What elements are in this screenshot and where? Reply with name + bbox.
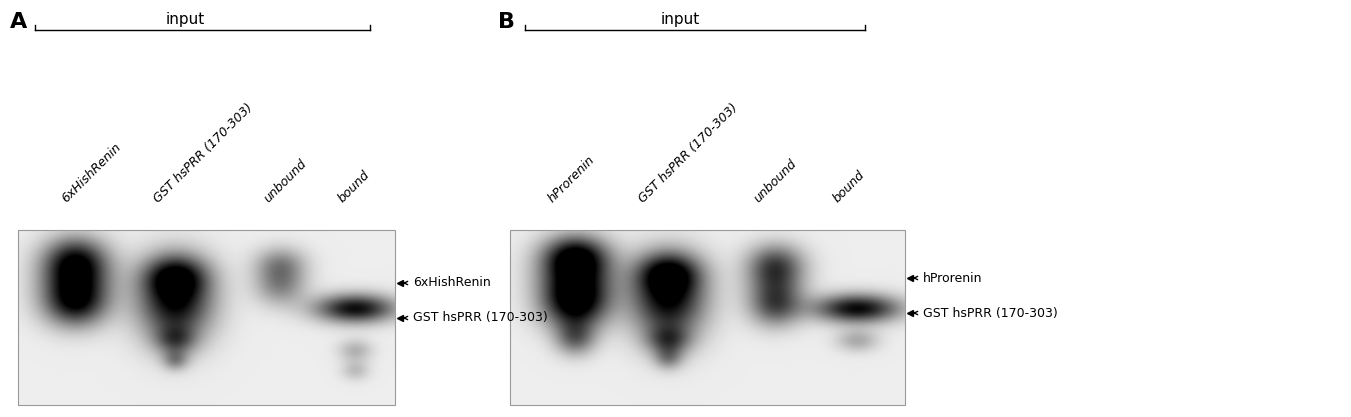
Bar	[509, 230, 905, 405]
Text: unbound: unbound	[751, 157, 798, 205]
Bar	[18, 230, 394, 405]
Text: bound: bound	[831, 168, 867, 205]
Text: B: B	[499, 12, 515, 32]
Text: hProrenin: hProrenin	[546, 153, 597, 205]
Text: input: input	[165, 12, 204, 27]
Text: GST hsPRR (170-303): GST hsPRR (170-303)	[413, 311, 547, 324]
Text: GST hsPRR (170-303): GST hsPRR (170-303)	[151, 100, 255, 205]
Text: GST hsPRR (170-303): GST hsPRR (170-303)	[923, 306, 1058, 319]
Text: unbound: unbound	[261, 157, 309, 205]
Text: A: A	[9, 12, 27, 32]
Text: hProrenin: hProrenin	[923, 271, 982, 284]
Text: 6xHishRenin: 6xHishRenin	[413, 276, 490, 289]
Text: input: input	[661, 12, 700, 27]
Text: 6xHishRenin: 6xHishRenin	[59, 141, 123, 205]
Text: GST hsPRR (170-303): GST hsPRR (170-303)	[636, 100, 740, 205]
Text: bound: bound	[336, 168, 373, 205]
